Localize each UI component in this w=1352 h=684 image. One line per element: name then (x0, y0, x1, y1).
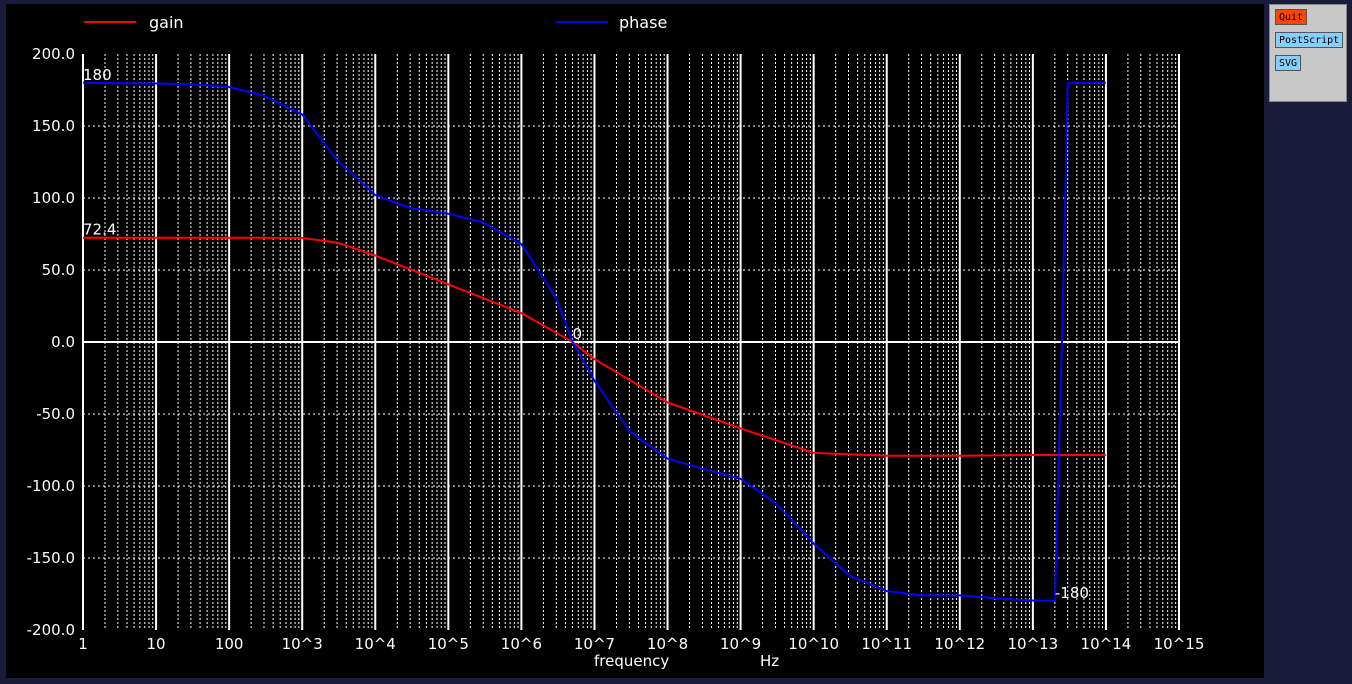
x-axis-label: frequency (594, 652, 669, 670)
point-annotation: -180 (1055, 584, 1089, 602)
x-tick-label: 10^10 (788, 635, 839, 653)
quit-button[interactable]: Quit (1275, 9, 1308, 25)
axes: 1 10 100 10^3 10^4 10^5 10^6 10^7 10^8 10^9 10^10 1… (27, 45, 1205, 653)
svg-button[interactable]: SVG (1275, 55, 1302, 71)
annotations: 180 72.4 0 -180 (83, 66, 1089, 602)
point-annotation: 0 (572, 325, 582, 343)
x-tick-label: 10^4 (355, 635, 396, 653)
x-tick-label: 10^3 (282, 635, 323, 653)
control-panel: Quit PostScript SVG (1269, 4, 1347, 102)
grid (82, 54, 1180, 630)
x-tick-label: 1 (78, 635, 88, 653)
x-tick-label: 10^7 (574, 635, 615, 653)
postscript-button[interactable]: PostScript (1275, 32, 1344, 48)
x-axis-unit: Hz (760, 652, 779, 670)
point-annotation: 180 (83, 66, 112, 84)
y-tick-label: 200.0 (32, 45, 75, 63)
legend-gain-label: gain (149, 13, 184, 32)
y-tick-label: 100.0 (32, 189, 75, 207)
point-annotation: 72.4 (83, 221, 116, 239)
x-tick-label: 10^9 (720, 635, 761, 653)
chart: 1 10 100 10^3 10^4 10^5 10^6 10^7 10^8 10^9 10^10 1… (27, 13, 1205, 670)
x-tick-label: 10^6 (501, 635, 542, 653)
x-tick-label: 10^14 (1081, 635, 1132, 653)
y-tick-label: 150.0 (32, 117, 75, 135)
x-tick-label: 10^13 (1007, 635, 1058, 653)
x-tick-label: 10 (147, 635, 166, 653)
series-phase-line (82, 81, 1106, 602)
x-tick-label: 10^5 (428, 635, 469, 653)
y-tick-label: 0.0 (51, 333, 75, 351)
y-tick-label: -200.0 (27, 621, 75, 639)
y-tick-label: -50.0 (36, 405, 75, 423)
x-tick-label: 10^8 (647, 635, 688, 653)
x-tick-label: 100 (215, 635, 244, 653)
y-tick-label: -150.0 (27, 549, 75, 567)
legend: gain phase (84, 13, 667, 32)
y-tick-label: -100.0 (27, 477, 75, 495)
legend-phase-label: phase (619, 13, 667, 32)
x-tick-label: 10^15 (1154, 635, 1205, 653)
x-tick-label: 10^11 (861, 635, 912, 653)
series-lines (82, 81, 1106, 602)
y-tick-label: 50.0 (42, 261, 75, 279)
x-tick-label: 10^12 (934, 635, 985, 653)
plot-window: 1 10 100 10^3 10^4 10^5 10^6 10^7 10^8 10^9 10^10 1… (6, 4, 1264, 678)
